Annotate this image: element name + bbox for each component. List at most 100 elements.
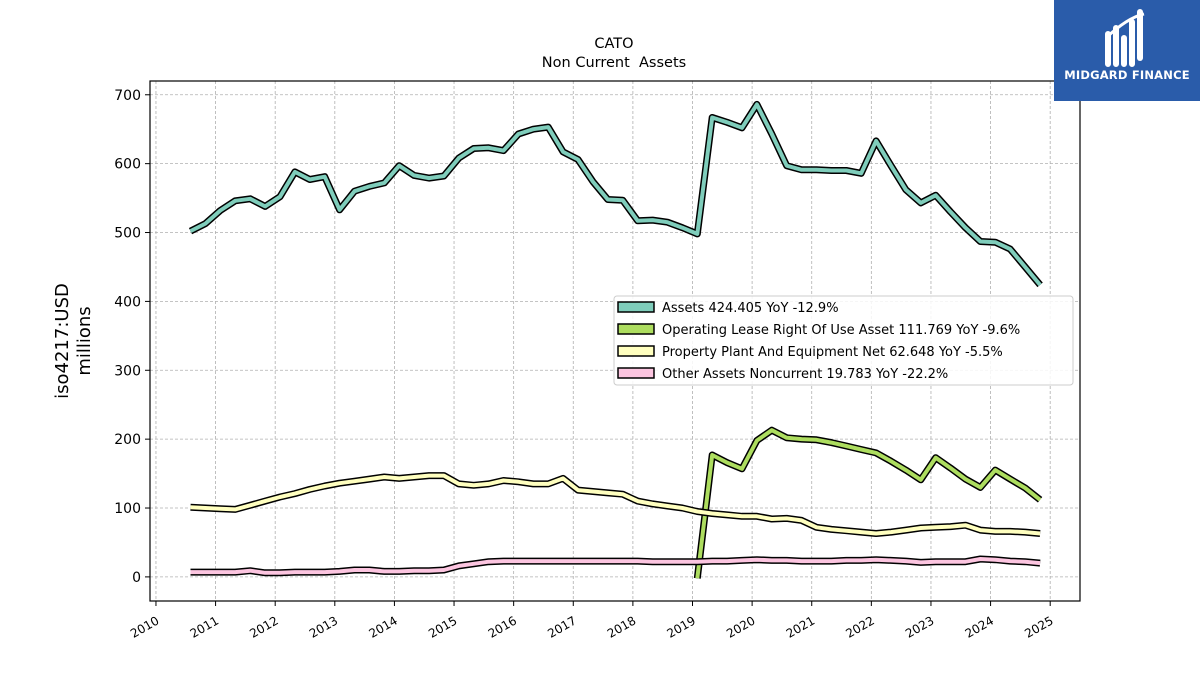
data-point — [621, 560, 624, 563]
data-point — [785, 436, 788, 439]
data-point — [562, 560, 565, 563]
data-point — [606, 491, 609, 494]
data-point — [815, 168, 818, 171]
series-line — [190, 557, 1041, 575]
series-property-plant-and-equipment-net — [190, 472, 1041, 537]
y-axis-label-line1: iso4217:USD — [52, 283, 73, 399]
data-point — [1024, 560, 1027, 563]
data-point — [338, 482, 341, 485]
legend-swatch — [617, 301, 655, 313]
series-outline — [190, 472, 1041, 537]
data-point — [413, 174, 416, 177]
data-point — [279, 195, 282, 198]
data-point — [279, 496, 282, 499]
y-tick-label: 200 — [114, 432, 141, 448]
data-point — [264, 571, 267, 574]
x-tick-label: 2013 — [307, 613, 340, 640]
legend-item: Property Plant And Equipment Net 62.648 … — [617, 345, 1003, 360]
data-point — [323, 485, 326, 488]
data-point — [562, 477, 565, 480]
data-point — [651, 219, 654, 222]
y-tick-label: 100 — [114, 501, 141, 517]
data-point — [383, 476, 386, 479]
plot-frame — [149, 80, 1081, 602]
data-point — [219, 507, 222, 510]
data-point — [234, 571, 237, 574]
data-point — [383, 570, 386, 573]
data-point — [487, 560, 490, 563]
data-point — [741, 467, 744, 470]
data-point — [636, 560, 639, 563]
data-point — [681, 226, 684, 229]
data-point — [755, 103, 758, 106]
y-tick-label: 700 — [114, 88, 141, 104]
data-point — [532, 560, 535, 563]
data-point — [1024, 531, 1027, 534]
data-point — [293, 170, 296, 173]
legend-swatch — [617, 323, 655, 335]
data-point — [502, 560, 505, 563]
data-point — [815, 526, 818, 529]
data-point — [830, 528, 833, 531]
data-point — [204, 507, 207, 510]
x-tick-label: 2022 — [843, 613, 876, 640]
x-tick-label: 2017 — [545, 613, 578, 640]
data-point — [353, 480, 356, 483]
data-point — [785, 164, 788, 167]
data-point — [428, 569, 431, 572]
data-point — [472, 147, 475, 150]
data-point — [785, 559, 788, 562]
data-point — [457, 157, 460, 160]
y-tick-label: 400 — [114, 294, 141, 310]
data-point — [457, 482, 460, 485]
data-point — [919, 201, 922, 204]
data-point — [845, 559, 848, 562]
data-point — [249, 569, 252, 572]
series-line — [695, 428, 1042, 579]
data-point — [591, 180, 594, 183]
data-point — [398, 477, 401, 480]
data-point — [353, 569, 356, 572]
data-point — [979, 529, 982, 532]
data-point — [919, 561, 922, 564]
x-tick-label: 2015 — [426, 613, 459, 640]
legend-label: Property Plant And Equipment Net 62.648 … — [662, 345, 1003, 360]
data-point — [234, 199, 237, 202]
data-point — [308, 571, 311, 574]
data-point — [368, 478, 371, 481]
data-point — [1009, 248, 1012, 251]
data-point — [1009, 478, 1012, 481]
data-point — [517, 560, 520, 563]
data-point — [890, 460, 893, 463]
x-tick-label: 2010 — [128, 613, 161, 640]
data-point — [711, 454, 714, 457]
data-point — [547, 560, 550, 563]
data-point — [249, 197, 252, 200]
data-point — [308, 178, 311, 181]
brand-name: MIDGARD FINANCE — [1064, 68, 1190, 82]
data-point — [800, 519, 803, 522]
x-tick-label: 2021 — [784, 613, 817, 640]
data-point — [934, 526, 937, 529]
y-axis-label-line2: millions — [74, 306, 95, 375]
data-point — [830, 169, 833, 172]
data-point — [964, 478, 967, 481]
data-point — [636, 219, 639, 222]
data-point — [249, 504, 252, 507]
data-point — [428, 474, 431, 477]
data-point — [591, 560, 594, 563]
data-point — [1024, 487, 1027, 490]
y-tick-label: 0 — [132, 570, 141, 586]
data-point — [964, 524, 967, 527]
data-point — [964, 560, 967, 563]
data-point — [547, 482, 550, 485]
data-point — [442, 474, 445, 477]
data-point — [800, 560, 803, 563]
data-point — [487, 482, 490, 485]
series-lines — [188, 100, 1043, 579]
data-point — [890, 164, 893, 167]
data-point — [651, 560, 654, 563]
data-point — [860, 559, 863, 562]
data-point — [457, 564, 460, 567]
